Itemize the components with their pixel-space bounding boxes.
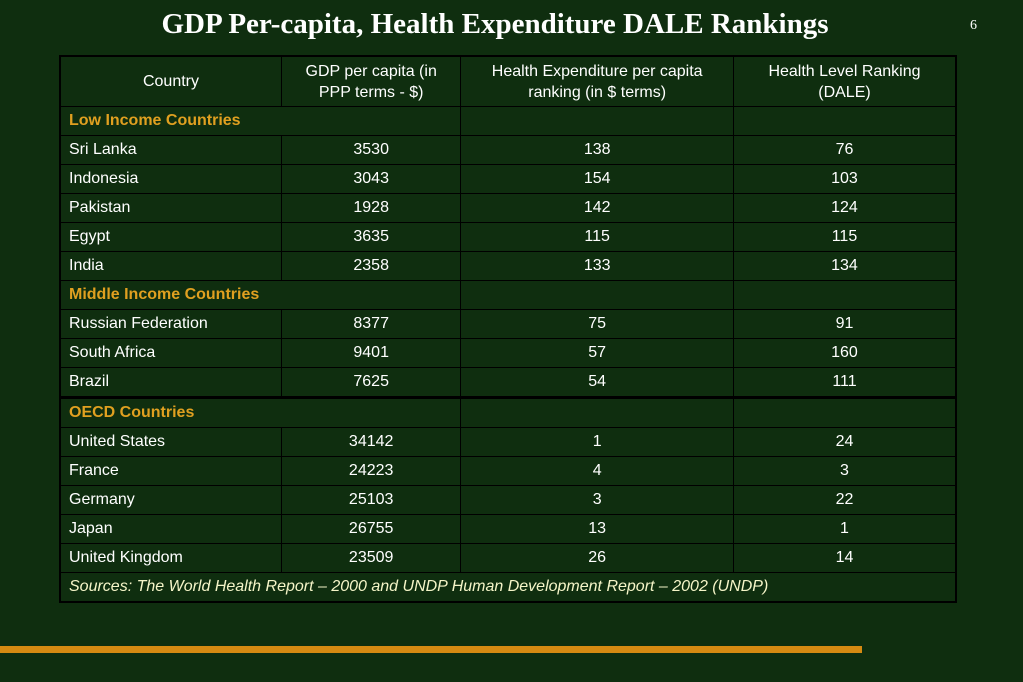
gdp-cell: 9401 [280, 338, 462, 368]
group-label: Middle Income Countries [59, 280, 462, 310]
group-label: Low Income Countries [59, 106, 462, 136]
gdp-cell: 34142 [280, 427, 462, 457]
empty-cell [732, 396, 957, 428]
gdp-cell: 3043 [280, 164, 462, 194]
dale-rank-cell: 1 [732, 514, 957, 544]
slide-number: 6 [970, 18, 977, 33]
health-expenditure-rank-cell: 142 [460, 193, 734, 223]
table-row: Sri Lanka 3530 138 76 [59, 135, 957, 165]
dale-rank-cell: 115 [732, 222, 957, 252]
gdp-cell: 2358 [280, 251, 462, 281]
dale-rank-cell: 124 [732, 193, 957, 223]
source-note: Sources: The World Health Report – 2000 … [59, 572, 957, 603]
health-expenditure-rank-cell: 75 [460, 309, 734, 339]
table-row: France 24223 4 3 [59, 456, 957, 486]
health-expenditure-rank-cell: 26 [460, 543, 734, 573]
column-header: GDP per capita (in PPP terms - $) [280, 55, 462, 107]
gdp-cell: 23509 [280, 543, 462, 573]
gdp-cell: 8377 [280, 309, 462, 339]
country-cell: Germany [59, 485, 282, 515]
table-body: Low Income Countries Sri Lanka 3530 138 76 In… [59, 106, 957, 573]
column-header: Country [59, 55, 282, 107]
empty-cell [460, 280, 734, 310]
country-cell: Brazil [59, 367, 282, 398]
gdp-cell: 25103 [280, 485, 462, 515]
table-header-row: Country GDP per capita (in PPP terms - $… [59, 55, 957, 107]
dale-rank-cell: 22 [732, 485, 957, 515]
column-header: Health Expenditure per capita ranking (i… [460, 55, 734, 107]
country-cell: Japan [59, 514, 282, 544]
empty-cell [732, 106, 957, 136]
country-cell: South Africa [59, 338, 282, 368]
country-cell: Indonesia [59, 164, 282, 194]
slide-title: GDP Per-capita, Health Expenditure DALE … [161, 8, 829, 40]
health-expenditure-rank-cell: 4 [460, 456, 734, 486]
health-expenditure-rank-cell: 57 [460, 338, 734, 368]
table-row: United Kingdom 23509 26 14 [59, 543, 957, 573]
table-row: Germany 25103 3 22 [59, 485, 957, 515]
country-cell: France [59, 456, 282, 486]
dale-rank-cell: 160 [732, 338, 957, 368]
gdp-cell: 26755 [280, 514, 462, 544]
gdp-cell: 7625 [280, 367, 462, 398]
table-row: Russian Federation 8377 75 91 [59, 309, 957, 339]
country-cell: Sri Lanka [59, 135, 282, 165]
table-row: United States 34142 1 24 [59, 427, 957, 457]
health-expenditure-rank-cell: 54 [460, 367, 734, 398]
empty-cell [460, 396, 734, 428]
table-row: South Africa 9401 57 160 [59, 338, 957, 368]
empty-cell [732, 280, 957, 310]
column-header: Health Level Ranking (DALE) [732, 55, 957, 107]
dale-rank-cell: 3 [732, 456, 957, 486]
health-expenditure-rank-cell: 154 [460, 164, 734, 194]
empty-cell [460, 106, 734, 136]
table-row: Japan 26755 13 1 [59, 514, 957, 544]
health-expenditure-rank-cell: 3 [460, 485, 734, 515]
gdp-cell: 3530 [280, 135, 462, 165]
country-cell: United Kingdom [59, 543, 282, 573]
rankings-table: Country GDP per capita (in PPP terms - $… [59, 55, 957, 603]
dale-rank-cell: 24 [732, 427, 957, 457]
country-cell: Egypt [59, 222, 282, 252]
group-header-row: OECD Countries [59, 396, 957, 428]
country-cell: India [59, 251, 282, 281]
dale-rank-cell: 134 [732, 251, 957, 281]
health-expenditure-rank-cell: 138 [460, 135, 734, 165]
dale-rank-cell: 91 [732, 309, 957, 339]
gdp-cell: 24223 [280, 456, 462, 486]
dale-rank-cell: 111 [732, 367, 957, 398]
health-expenditure-rank-cell: 115 [460, 222, 734, 252]
health-expenditure-rank-cell: 133 [460, 251, 734, 281]
country-cell: Russian Federation [59, 309, 282, 339]
gdp-cell: 3635 [280, 222, 462, 252]
group-header-row: Low Income Countries [59, 106, 957, 136]
table-row: Egypt 3635 115 115 [59, 222, 957, 252]
table-row: Brazil 7625 54 111 [59, 367, 957, 398]
health-expenditure-rank-cell: 13 [460, 514, 734, 544]
group-label: OECD Countries [59, 396, 462, 428]
dale-rank-cell: 76 [732, 135, 957, 165]
table-row: Indonesia 3043 154 103 [59, 164, 957, 194]
footer-accent-bar [0, 646, 862, 653]
source-row: Sources: The World Health Report – 2000 … [59, 572, 957, 603]
dale-rank-cell: 14 [732, 543, 957, 573]
country-cell: Pakistan [59, 193, 282, 223]
group-header-row: Middle Income Countries [59, 280, 957, 310]
table-row: Pakistan 1928 142 124 [59, 193, 957, 223]
health-expenditure-rank-cell: 1 [460, 427, 734, 457]
table-row: India 2358 133 134 [59, 251, 957, 281]
gdp-cell: 1928 [280, 193, 462, 223]
dale-rank-cell: 103 [732, 164, 957, 194]
country-cell: United States [59, 427, 282, 457]
